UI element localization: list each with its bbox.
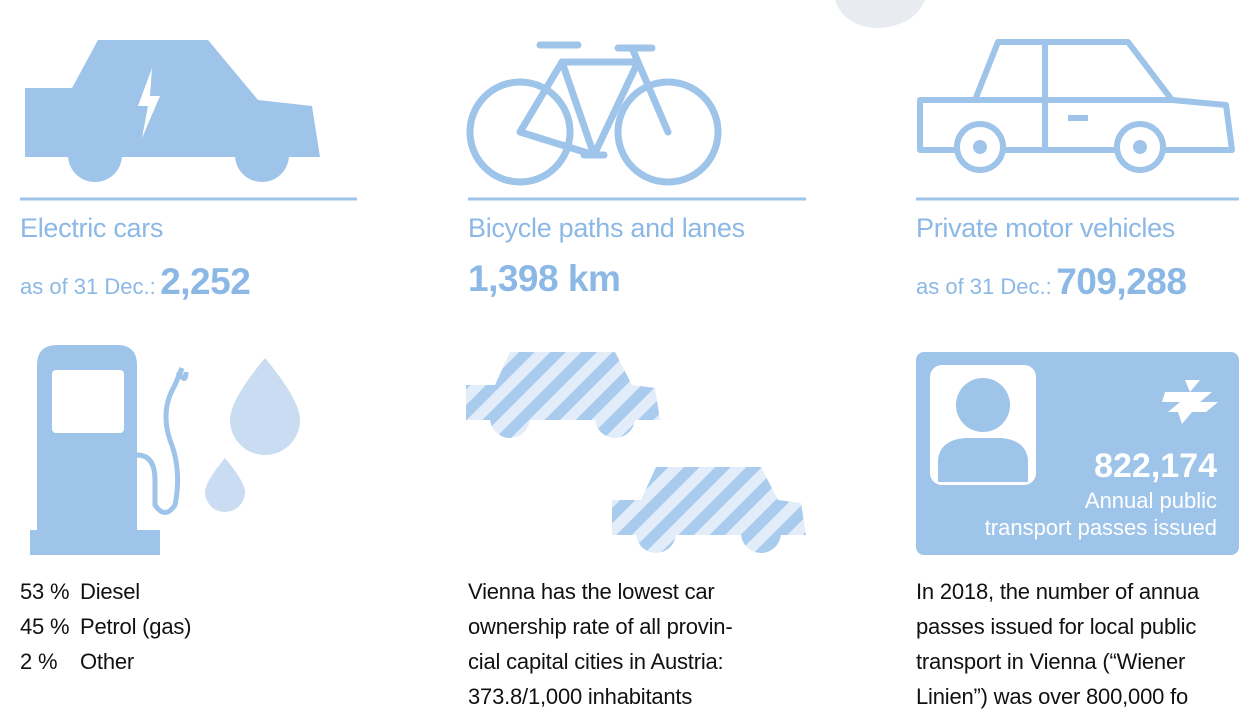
stat-title: Private motor vehicles [916,213,1175,244]
pass-value: 822,174 [1094,447,1217,486]
stat-value: 709,288 [1056,261,1186,302]
text-line: passes issued for local public [916,609,1239,644]
pass-caption: Annual public transport passes issued [985,487,1217,541]
passes-text: In 2018, the number of annua passes issu… [916,574,1239,714]
fuel-list: 53 %Diesel 45 %Petrol (gas) 2 %Other [20,574,191,679]
stat-value: 2,252 [160,261,250,302]
fuel-label: Diesel [80,579,140,604]
caption-line: transport passes issued [985,514,1217,541]
fuel-percent: 2 % [20,644,80,679]
stat-title: Bicycle paths and lanes [468,213,745,244]
fuel-row: 45 %Petrol (gas) [20,609,191,644]
stat-prefix: as of 31 Dec.: [20,274,156,299]
fuel-row: 2 %Other [20,644,191,679]
fuel-label: Other [80,649,134,674]
decor-blob [835,0,925,28]
fuel-label: Petrol (gas) [80,614,191,639]
text-line: In 2018, the number of annua [916,574,1239,609]
car-outline-icon [920,42,1232,170]
page: {"stats": [ {"title": "Electric cars", "… [0,0,1239,714]
bicycle-icon [470,45,718,182]
fuel-row: 53 %Diesel [20,574,191,609]
stat-value-line: as of 31 Dec.: 2,252 [20,261,250,303]
text-line: Linien”) was over 800,000 fo [916,679,1239,714]
striped-cars-icon [466,352,806,553]
ownership-text: Vienna has the lowest car ownership rate… [468,574,732,714]
text-line: ownership rate of all provin- [468,609,732,644]
stat-title: Electric cars [20,213,163,244]
stat-value-line: as of 31 Dec.: 709,288 [916,261,1186,303]
text-line: Vienna has the lowest car [468,574,732,609]
electric-car-icon [25,40,320,182]
fuel-pump-icon [30,345,300,555]
fuel-percent: 45 % [20,609,80,644]
text-line: 373.8/1,000 inhabitants [468,679,732,714]
caption-line: Annual public [985,487,1217,514]
fuel-percent: 53 % [20,574,80,609]
stat-value: 1,398 km [468,258,620,300]
text-line: transport in Vienna (“Wiener [916,644,1239,679]
stat-prefix: as of 31 Dec.: [916,274,1052,299]
text-line: cial capital cities in Austria: [468,644,732,679]
